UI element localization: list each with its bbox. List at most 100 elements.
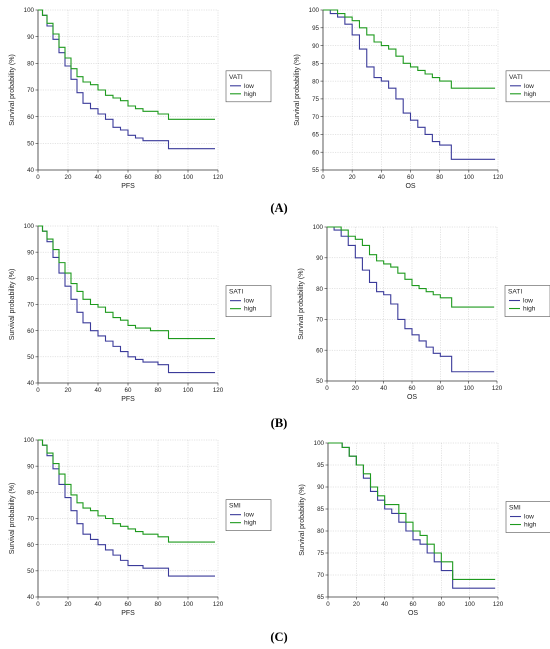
- x-axis-label: OS: [407, 394, 417, 401]
- y-tick-label: 85: [312, 61, 319, 68]
- series-line-low: [38, 225, 215, 374]
- y-tick-label: 80: [27, 276, 34, 283]
- legend-entry-high: high: [244, 91, 257, 98]
- y-tick-label: 70: [27, 516, 34, 523]
- y-tick-label: 70: [317, 572, 324, 579]
- chart-2: 0 20 40 60 80 100 120 55 60 65 70 75 80 85 90 95 100 OS Su…: [294, 7, 550, 190]
- y-axis-label: Survival probability (%): [9, 54, 16, 126]
- x-tick-label: 0: [36, 601, 40, 608]
- y-tick-label: 100: [313, 224, 324, 231]
- x-tick-label: 80: [155, 387, 162, 394]
- x-tick-label: 60: [125, 174, 132, 181]
- y-tick-label: 50: [27, 354, 34, 361]
- y-tick-label: 50: [27, 568, 34, 575]
- x-tick-label: 60: [125, 387, 132, 394]
- x-tick-label: 80: [155, 601, 162, 608]
- y-tick-label: 60: [27, 328, 34, 335]
- x-tick-label: 20: [65, 174, 72, 181]
- series-line-low: [323, 9, 496, 160]
- x-tick-label: 40: [95, 601, 102, 608]
- y-tick-label: 60: [316, 347, 323, 354]
- x-tick-label: 60: [410, 601, 417, 608]
- x-tick-label: 120: [493, 601, 504, 608]
- legend-entry-low: low: [244, 298, 254, 305]
- x-tick-label: 20: [65, 601, 72, 608]
- y-tick-label: 100: [24, 223, 35, 230]
- legend-entry-high: high: [524, 91, 537, 98]
- x-tick-label: 80: [155, 174, 162, 181]
- legend-entry-low: low: [524, 514, 534, 521]
- y-tick-label: 90: [27, 249, 34, 256]
- y-tick-label: 80: [316, 286, 323, 293]
- y-tick-label: 70: [27, 87, 34, 94]
- y-axis-label: Survival probability (%): [9, 269, 16, 341]
- series-line-low: [327, 226, 495, 373]
- legend-title: SMI: [229, 503, 241, 510]
- x-tick-label: 120: [213, 174, 224, 181]
- y-tick-label: 70: [27, 302, 34, 309]
- x-tick-label: 80: [436, 174, 443, 181]
- x-axis-label: PFS: [121, 183, 135, 190]
- legend-title: SMI: [509, 505, 521, 512]
- x-tick-label: 0: [326, 601, 330, 608]
- y-tick-label: 75: [317, 550, 324, 557]
- chart-1: 0 20 40 60 80 100 120 40 50 60 70 80 90 100 PFS Surviva…: [9, 7, 272, 190]
- y-tick-label: 85: [317, 506, 324, 513]
- y-tick-label: 70: [316, 317, 323, 324]
- x-tick-label: 100: [464, 174, 475, 181]
- x-tick-label: 0: [36, 174, 40, 181]
- y-tick-label: 70: [312, 114, 319, 121]
- y-tick-label: 90: [312, 43, 319, 50]
- series-line-high: [328, 442, 496, 580]
- x-tick-label: 60: [125, 601, 132, 608]
- x-axis-label: OS: [408, 610, 418, 617]
- panel-label-a: (A): [270, 201, 287, 215]
- y-tick-label: 80: [312, 78, 319, 85]
- y-tick-label: 80: [317, 528, 324, 535]
- y-tick-label: 80: [27, 490, 34, 497]
- y-tick-label: 40: [27, 594, 34, 601]
- y-tick-label: 100: [314, 440, 325, 447]
- x-tick-label: 80: [437, 385, 444, 392]
- x-tick-label: 40: [381, 601, 388, 608]
- chart-3: 0 20 40 60 80 100 120 40 50 60 70 80 90 100 PFS Surviva…: [9, 223, 272, 403]
- x-tick-label: 120: [493, 174, 504, 181]
- series-line-low: [38, 9, 215, 150]
- legend-entry-high: high: [244, 306, 257, 313]
- x-tick-label: 0: [325, 385, 329, 392]
- y-axis-label: Survival probability (%): [299, 484, 306, 556]
- y-tick-label: 100: [309, 7, 320, 14]
- y-axis-label: Survival probability (%): [298, 268, 305, 340]
- legend-title: SATI: [229, 289, 243, 296]
- legend-entry-high: high: [244, 520, 257, 527]
- x-tick-label: 40: [95, 387, 102, 394]
- x-tick-label: 120: [492, 385, 503, 392]
- legend-entry-high: high: [524, 522, 537, 529]
- y-axis-label: Survival probability (%): [294, 54, 301, 126]
- x-tick-label: 60: [407, 174, 414, 181]
- panel-label-b: (B): [271, 416, 288, 430]
- x-axis-label: PFS: [121, 610, 135, 617]
- y-axis-label: Survival probability (%): [9, 483, 16, 555]
- legend-entry-low: low: [244, 512, 254, 519]
- y-tick-label: 60: [27, 542, 34, 549]
- legend-title: VATI: [229, 74, 243, 81]
- x-tick-label: 120: [213, 601, 224, 608]
- x-tick-label: 20: [65, 387, 72, 394]
- x-tick-label: 100: [183, 387, 194, 394]
- x-tick-label: 100: [183, 174, 194, 181]
- y-tick-label: 40: [27, 380, 34, 387]
- series-line-high: [323, 9, 496, 89]
- panel-label-c: (C): [270, 630, 287, 644]
- legend-title: SATI: [508, 289, 522, 296]
- y-tick-label: 60: [27, 114, 34, 121]
- y-tick-label: 100: [24, 7, 35, 14]
- y-tick-label: 90: [316, 255, 323, 262]
- y-tick-label: 90: [317, 484, 324, 491]
- y-tick-label: 95: [312, 25, 319, 32]
- x-tick-label: 120: [213, 387, 224, 394]
- x-tick-label: 60: [409, 385, 416, 392]
- x-axis-label: OS: [405, 183, 415, 190]
- x-tick-label: 0: [36, 387, 40, 394]
- y-tick-label: 80: [27, 61, 34, 68]
